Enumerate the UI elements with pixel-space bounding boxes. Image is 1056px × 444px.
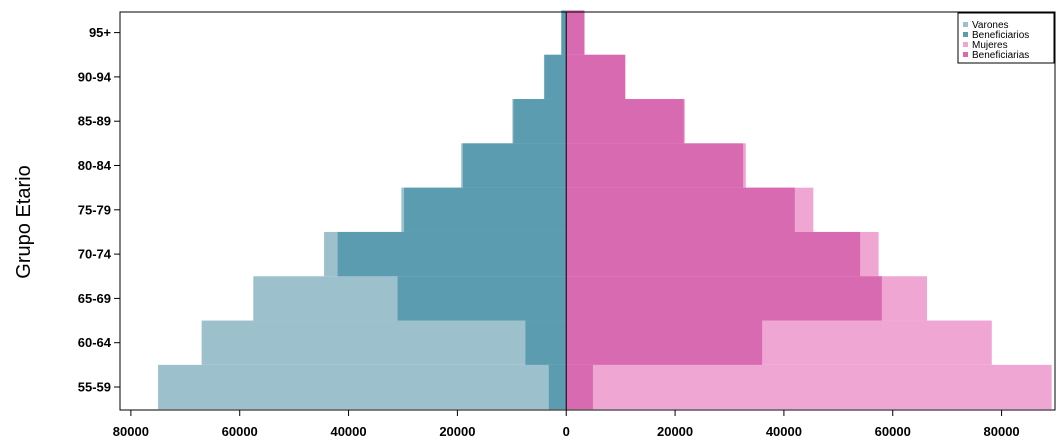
bar-mujeres-55-59 xyxy=(566,364,1052,410)
bar-beneficiarias-55-59 xyxy=(566,364,593,410)
legend-swatch xyxy=(963,42,968,47)
x-tick-label: 20000 xyxy=(439,424,475,439)
y-tick-label: 65-69 xyxy=(78,291,111,306)
x-tick-label: 80000 xyxy=(113,424,149,439)
legend-label: Mujeres xyxy=(972,40,1008,51)
bar-varones-60-64 xyxy=(201,320,567,365)
bar-beneficiarias-60-64 xyxy=(566,320,763,365)
bar-beneficiarios-55-59 xyxy=(548,364,567,410)
y-tick-label: 85-89 xyxy=(78,114,111,129)
bar-beneficiarias-65-69 xyxy=(566,276,882,321)
x-tick-label: 20000 xyxy=(657,424,693,439)
x-tick-label: 80000 xyxy=(984,424,1020,439)
bar-beneficiarias-70-74 xyxy=(566,231,861,277)
bar-beneficiarias-90-94 xyxy=(566,54,626,100)
bar-beneficiarias-75-79 xyxy=(566,187,795,232)
plot-frame xyxy=(119,11,1056,411)
x-tick-label: 60000 xyxy=(222,424,258,439)
x-tick-label: 40000 xyxy=(330,424,366,439)
x-axis: 80000 60000 40000 20000 0 20000 40000 60000 8000… xyxy=(113,410,1020,439)
y-tick-label: 60-64 xyxy=(78,335,112,350)
legend-label: Varones xyxy=(972,20,1009,31)
bar-beneficiarios-70-74 xyxy=(337,231,567,277)
bar-varones-55-59 xyxy=(158,364,567,410)
x-tick-label: 60000 xyxy=(875,424,911,439)
y-tick-label: 70-74 xyxy=(78,247,112,262)
bar-beneficiarios-90-94 xyxy=(544,54,567,100)
y-axis: 55-59 60-64 65-69 70-74 75-79 80-84 85-89 90-94… xyxy=(78,25,120,395)
bar-beneficiarias-85-89 xyxy=(566,99,684,144)
bar-beneficiarios-75-79 xyxy=(404,187,567,232)
legend-label: Beneficiarios xyxy=(972,30,1029,41)
legend-swatch xyxy=(963,32,968,37)
legend-swatch xyxy=(963,22,968,27)
bars-layer xyxy=(158,10,1052,410)
bar-beneficiarias-95+ xyxy=(566,10,585,55)
y-axis-title: Grupo Etario xyxy=(13,165,35,278)
bar-beneficiarios-80-84 xyxy=(462,143,567,188)
bar-beneficiarios-60-64 xyxy=(525,320,567,365)
x-tick-label: 0 xyxy=(563,424,570,439)
y-tick-label: 80-84 xyxy=(78,158,112,173)
bar-beneficiarias-80-84 xyxy=(566,143,744,188)
legend-box xyxy=(957,12,1055,64)
y-tick-label: 90-94 xyxy=(78,69,112,84)
y-tick-label: 95+ xyxy=(89,25,111,40)
y-tick-label: 55-59 xyxy=(78,380,111,395)
bar-beneficiarios-95+ xyxy=(561,10,567,55)
bar-beneficiarios-85-89 xyxy=(513,99,567,144)
legend-swatch xyxy=(963,52,968,57)
y-tick-label: 75-79 xyxy=(78,202,111,217)
legend-label: Beneficiarias xyxy=(972,50,1029,61)
x-tick-label: 40000 xyxy=(766,424,802,439)
bar-beneficiarios-65-69 xyxy=(397,276,567,321)
